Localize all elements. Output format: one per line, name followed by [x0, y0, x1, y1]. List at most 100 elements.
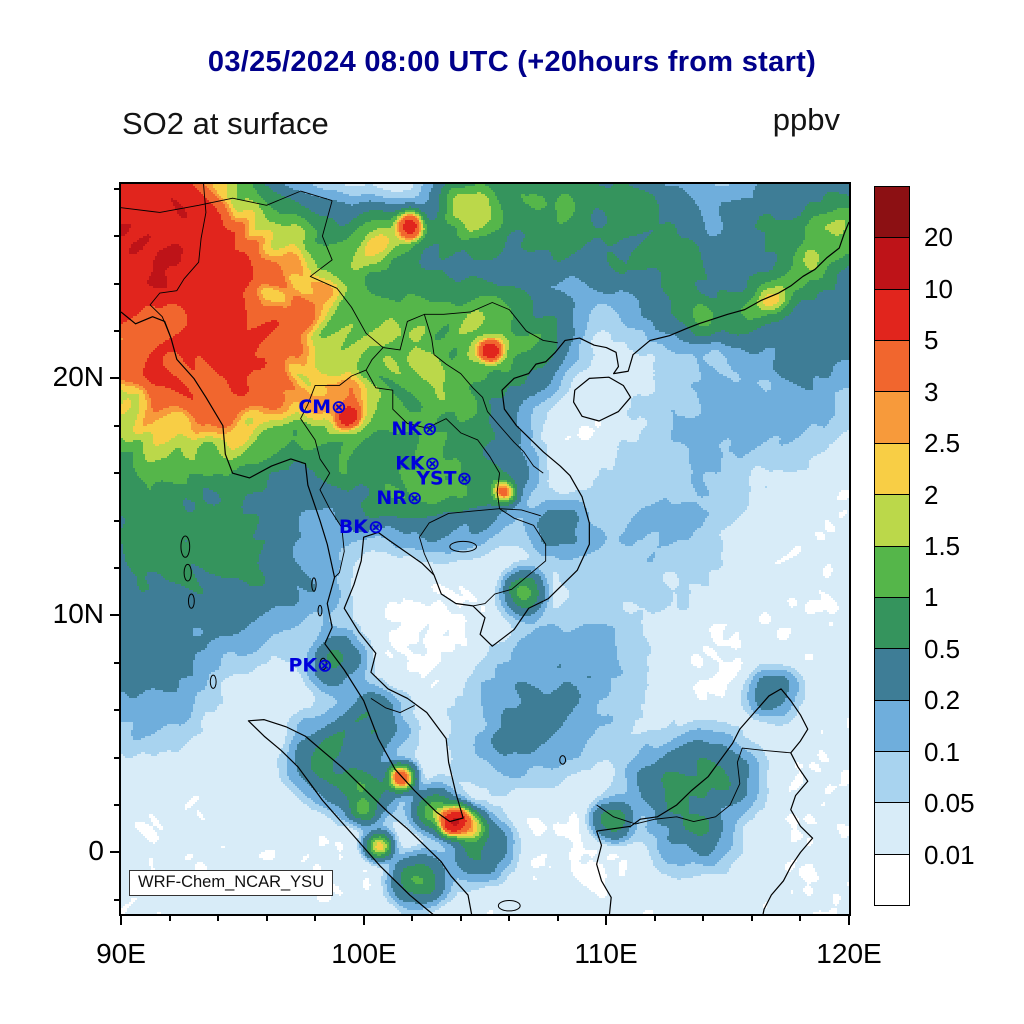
- axis-tick: [363, 916, 365, 925]
- country-border-path: [301, 370, 367, 577]
- island-outline: [560, 756, 566, 765]
- colorbar-segment: [875, 596, 909, 649]
- colorbar-segment: [875, 237, 909, 289]
- x-axis-label: 90E: [96, 938, 146, 969]
- axis-tick: [110, 614, 119, 616]
- station-marker-bk: BK⊗: [339, 517, 384, 538]
- variable-title: SO2 at surface: [122, 106, 329, 141]
- station-marker-yst: YST⊗: [415, 468, 472, 489]
- axis-tick: [460, 916, 462, 921]
- axis-tick: [114, 235, 119, 237]
- station-marker-pk: PK⊗: [288, 656, 332, 677]
- axis-tick: [110, 851, 119, 853]
- x-axis-label: 110E: [574, 938, 638, 969]
- axis-tick: [266, 916, 268, 921]
- colorbar-segment: [875, 391, 909, 443]
- coastline-path: [574, 377, 631, 421]
- colorbar-tick-label: 2.5: [924, 428, 961, 459]
- colorbar-tick-label: 0.05: [924, 788, 975, 819]
- axis-tick: [508, 916, 510, 921]
- station-marker-cm: CM⊗: [298, 397, 347, 418]
- country-border-path: [366, 370, 499, 509]
- axis-tick: [411, 916, 413, 921]
- axis-tick: [114, 188, 119, 190]
- axis-tick: [654, 916, 656, 921]
- colorbar-segment: [875, 288, 909, 341]
- axis-tick: [114, 520, 119, 522]
- colorbar: [874, 186, 910, 906]
- axis-tick: [114, 757, 119, 759]
- colorbar-segment: [875, 648, 909, 700]
- colorbar-tick-label: 10: [924, 273, 953, 304]
- colorbar-tick-label: 2: [924, 479, 939, 510]
- country-border-path: [597, 748, 791, 824]
- axis-tick: [114, 567, 119, 569]
- colorbar-segment: [875, 802, 909, 854]
- map-panel: CM⊗ NK⊗ KK⊗YST⊗NR⊗ BK⊗ PK⊗ WRF-Chem_NCAR_YSU: [119, 182, 851, 916]
- country-border-path: [150, 184, 206, 338]
- colorbar-tick-label: 1: [924, 582, 939, 613]
- axis-tick: [114, 709, 119, 711]
- axis-tick: [120, 916, 122, 925]
- axis-tick: [605, 916, 607, 925]
- axis-tick: [799, 916, 801, 921]
- country-border-path: [500, 509, 541, 516]
- country-border-path: [371, 698, 415, 712]
- axis-tick: [114, 804, 119, 806]
- country-border-path: [424, 314, 543, 473]
- country-border-path: [366, 348, 383, 371]
- country-border-path: [310, 201, 558, 350]
- axis-tick: [557, 916, 559, 921]
- colorbar-segment: [875, 494, 909, 546]
- island-outline: [450, 541, 477, 551]
- island-outline: [312, 578, 316, 591]
- colorbar-tick-label: 0.5: [924, 633, 961, 664]
- map-overlay: CM⊗ NK⊗ KK⊗YST⊗NR⊗ BK⊗ PK⊗: [121, 184, 849, 914]
- colorbar-segment: [875, 545, 909, 597]
- axis-tick: [114, 330, 119, 332]
- axis-tick: [114, 899, 119, 901]
- colorbar-segment: [875, 187, 909, 238]
- island-outline: [320, 658, 326, 669]
- station-marker-kk: KK⊗: [395, 454, 440, 475]
- colorbar-tick-label: 1.5: [924, 531, 961, 561]
- axis-tick: [702, 916, 704, 921]
- y-axis-label: 0: [88, 835, 104, 866]
- model-credit-label: WRF-Chem_NCAR_YSU: [129, 870, 334, 896]
- island-outline: [498, 900, 520, 910]
- y-axis-label: 10N: [52, 598, 104, 629]
- country-border-path: [473, 509, 546, 606]
- colorbar-tick-label: 0.01: [924, 839, 975, 870]
- colorbar-tick-label: 0.2: [924, 685, 961, 716]
- island-outline: [210, 675, 216, 688]
- colorbar-segment: [875, 699, 909, 751]
- main-title: 03/25/2024 08:00 UTC (+20hours from star…: [207, 46, 817, 78]
- island-outline: [184, 564, 191, 581]
- axis-tick: [751, 916, 753, 921]
- colorbar-segment: [875, 442, 909, 495]
- axis-tick: [114, 425, 119, 427]
- colorbar-tick-label: 3: [924, 376, 939, 407]
- station-marker-nk: NK⊗: [391, 419, 437, 440]
- colorbar-tick-label: 0.1: [924, 736, 961, 767]
- x-axis-label: 120E: [816, 938, 882, 969]
- colorbar-segment: [875, 340, 909, 392]
- country-border-path: [121, 191, 332, 212]
- colorbar-labels: 20 10 5 3 2.5 2 1.5 1 0.5 0.2 0.1 0.05 0.01: [924, 186, 1019, 906]
- x-axis-label: 100E: [331, 938, 397, 969]
- axis-tick: [114, 283, 119, 285]
- axis-tick: [217, 916, 219, 921]
- y-axis-label: 20N: [52, 361, 104, 392]
- axis-tick: [848, 916, 850, 925]
- axis-tick: [114, 472, 119, 474]
- coastline-path: [121, 222, 849, 822]
- axis-tick: [314, 916, 316, 921]
- colorbar-segment: [875, 853, 909, 906]
- island-outline: [318, 605, 322, 615]
- coastline-path: [597, 689, 813, 914]
- units-label: ppbv: [772, 102, 840, 137]
- axis-tick: [169, 916, 171, 921]
- coastline-path: [248, 720, 472, 914]
- island-outline: [181, 536, 190, 557]
